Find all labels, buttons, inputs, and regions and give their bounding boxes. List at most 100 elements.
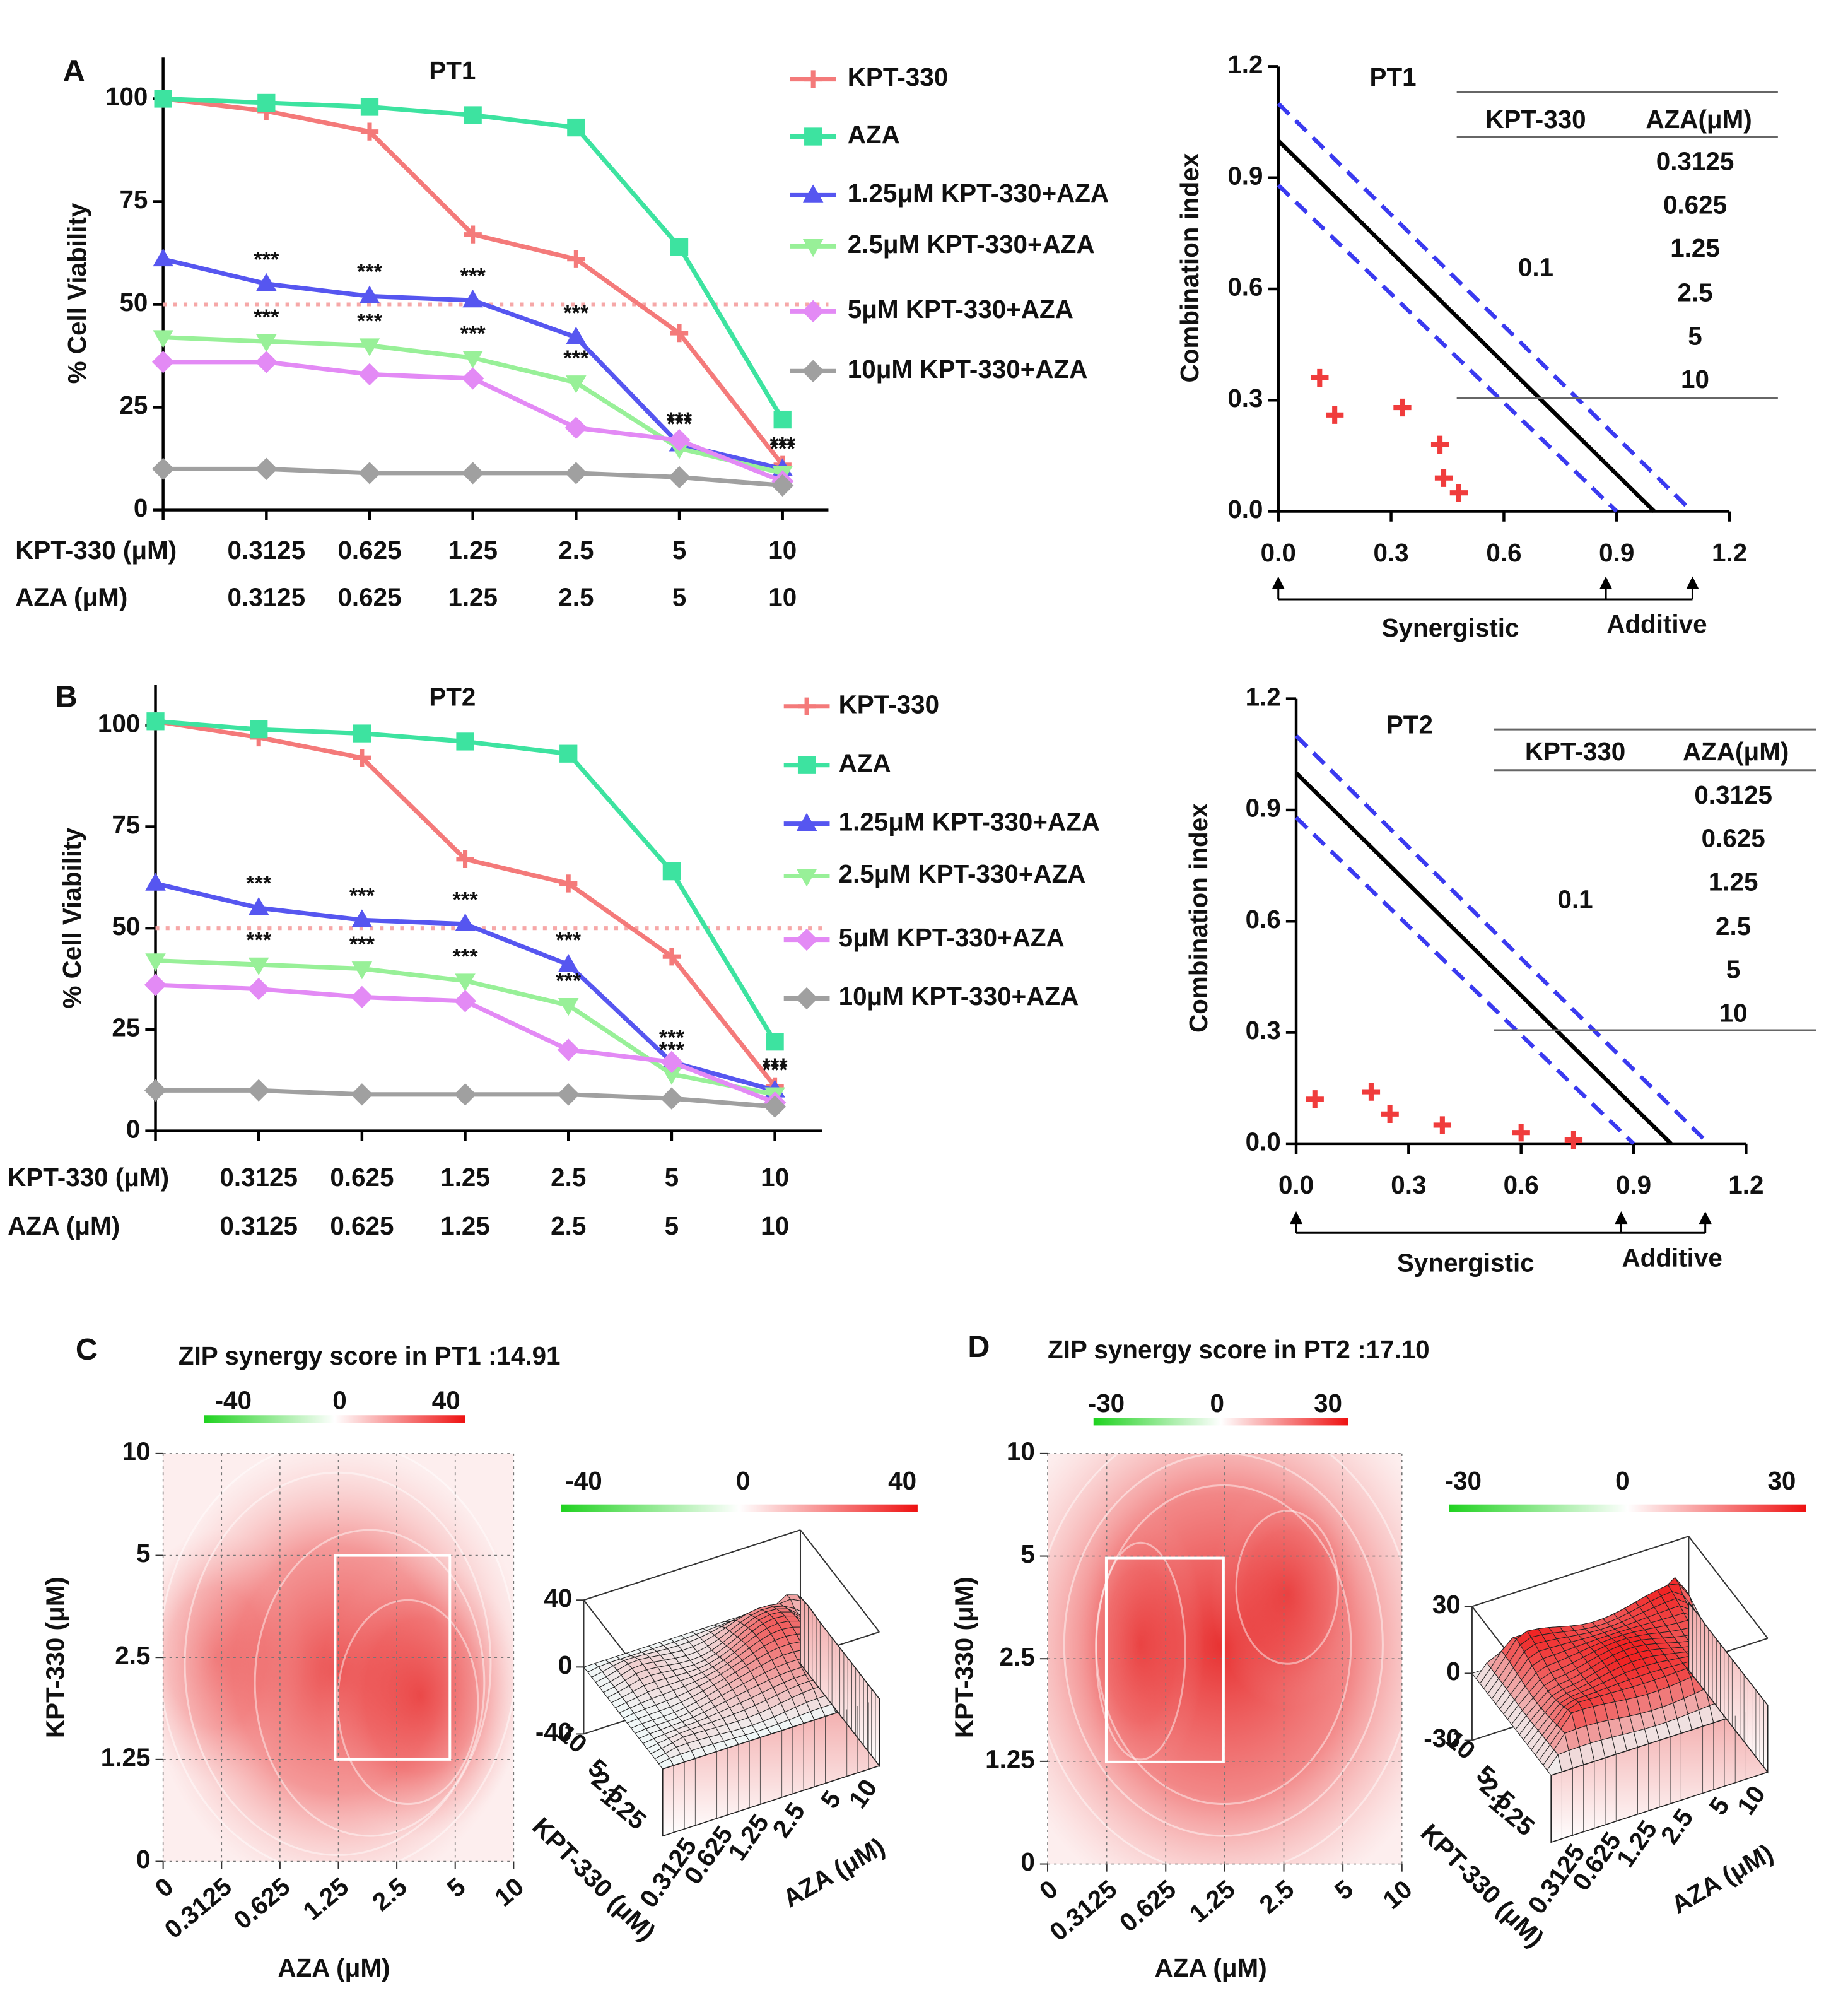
heat-blob <box>1210 1479 1364 1709</box>
legend-label: 2.5μM KPT-330+AZA <box>848 230 1095 259</box>
chart-title: PT2 <box>1386 710 1433 739</box>
y-axis-label: % Cell Viability <box>62 203 91 384</box>
marker <box>359 338 380 356</box>
y-tick-label: 0.0 <box>1246 1127 1281 1156</box>
reference-line <box>1277 102 1693 513</box>
legend-label: 1.25μM KPT-330+AZA <box>839 807 1100 836</box>
marker <box>351 985 373 1009</box>
chart-title: PT1 <box>1370 62 1417 91</box>
x-row-label: AZA (μM) <box>8 1211 120 1240</box>
x-axis-label: AZA (μM) <box>1666 1838 1778 1919</box>
z-tick-label: 0 <box>558 1650 572 1679</box>
marker <box>802 300 824 323</box>
z-tick-label: 0 <box>1446 1657 1460 1686</box>
y-tick-label: 0.9 <box>1246 794 1281 823</box>
marker <box>797 697 816 715</box>
reference-line <box>1277 139 1656 513</box>
significance: *** <box>452 888 478 912</box>
y-tick-label: 0.9 <box>1227 161 1263 190</box>
ci-point <box>1434 469 1453 487</box>
y-tick-label: 10 <box>1007 1437 1035 1466</box>
x-tick-label: 0.6 <box>1504 1170 1539 1199</box>
panel-letter: B <box>56 679 78 714</box>
significance: *** <box>452 944 478 968</box>
x-axis-label: AZA (μM) <box>778 1831 889 1913</box>
table-cell: 0.1 <box>1518 252 1553 281</box>
y-tick-label: 100 <box>105 82 148 111</box>
x-tick-label: 5 <box>665 1163 679 1192</box>
table-cell: 5 <box>1726 955 1740 984</box>
x-tick-label: 0.3 <box>1391 1170 1426 1199</box>
y-tick-label: 5 <box>136 1539 150 1568</box>
x-tick-label: 5 <box>665 1211 679 1240</box>
marker <box>456 850 474 869</box>
marker <box>804 127 822 146</box>
y-tick-label: 75 <box>112 810 140 839</box>
box-edge <box>800 1529 880 1633</box>
z-tick-label: -30 <box>1424 1724 1460 1753</box>
significance: *** <box>667 412 693 436</box>
significance: *** <box>460 322 486 346</box>
table-cell: 10 <box>1681 365 1709 394</box>
colorbar-label: 0 <box>1210 1389 1224 1418</box>
legend-label: KPT-330 <box>839 690 939 719</box>
table-header: AZA(μM) <box>1646 105 1752 134</box>
z-tick-label: 40 <box>544 1584 572 1613</box>
marker <box>564 462 588 485</box>
x-tick-label: 1.25 <box>722 1809 775 1866</box>
significance: *** <box>659 1026 685 1050</box>
significance: *** <box>246 929 272 953</box>
ci-point <box>1433 1116 1451 1134</box>
x-tick-label: 5 <box>442 1872 471 1903</box>
ci-point <box>1512 1124 1530 1142</box>
arrow-head <box>1615 1211 1628 1225</box>
ci-point <box>1430 435 1449 454</box>
significance: *** <box>349 884 375 908</box>
x-tick-label: 2.5 <box>551 1211 586 1240</box>
x-tick-label: 5 <box>815 1785 847 1814</box>
marker <box>464 225 482 244</box>
x-row-label: AZA (μM) <box>15 583 127 612</box>
x-tick-label: 0.9 <box>1599 538 1634 567</box>
significance: *** <box>659 1038 685 1062</box>
y-axis-label: KPT-330 (μM) <box>41 1577 70 1738</box>
y-tick-label: 0 <box>1020 1847 1034 1876</box>
arrow-head <box>1699 1211 1712 1225</box>
y-tick-label: 5 <box>1020 1539 1034 1568</box>
y-tick-label: 0 <box>126 1114 140 1143</box>
x-tick-label: 0.3125 <box>228 536 306 565</box>
colorbar <box>561 1504 918 1512</box>
ci-point <box>1393 398 1412 417</box>
x-axis-label: AZA (μM) <box>278 1953 390 1982</box>
contour <box>254 1529 486 1837</box>
y-tick-label: 25 <box>119 391 148 420</box>
marker <box>564 416 588 439</box>
y-axis-label: Combination index <box>1175 153 1204 382</box>
ci-point <box>1306 1090 1324 1108</box>
contour <box>1235 1510 1340 1665</box>
marker <box>256 334 277 353</box>
y-tick-label: 1.2 <box>1227 50 1263 79</box>
reference-line <box>1294 816 1635 1146</box>
marker <box>248 957 269 976</box>
marker <box>796 813 817 831</box>
marker <box>558 954 579 972</box>
x-tick-label: 1.2 <box>1728 1170 1763 1199</box>
marker <box>455 913 476 932</box>
x-tick-label: 0.625 <box>1114 1874 1181 1937</box>
marker <box>766 1033 784 1051</box>
marker <box>145 953 166 972</box>
x-tick-label: 1.25 <box>1184 1874 1241 1929</box>
x-tick-label: 10 <box>1731 1780 1771 1820</box>
marker <box>670 324 689 343</box>
colorbar-label: 0 <box>1615 1466 1629 1495</box>
panel-letter: C <box>76 1332 98 1366</box>
y-tick-label: 0.0 <box>1227 495 1263 524</box>
table-cell: 2.5 <box>1716 912 1751 941</box>
table-header: KPT-330 <box>1525 737 1625 766</box>
marker <box>670 238 689 256</box>
significance: *** <box>357 309 383 333</box>
contour <box>184 1471 492 1856</box>
